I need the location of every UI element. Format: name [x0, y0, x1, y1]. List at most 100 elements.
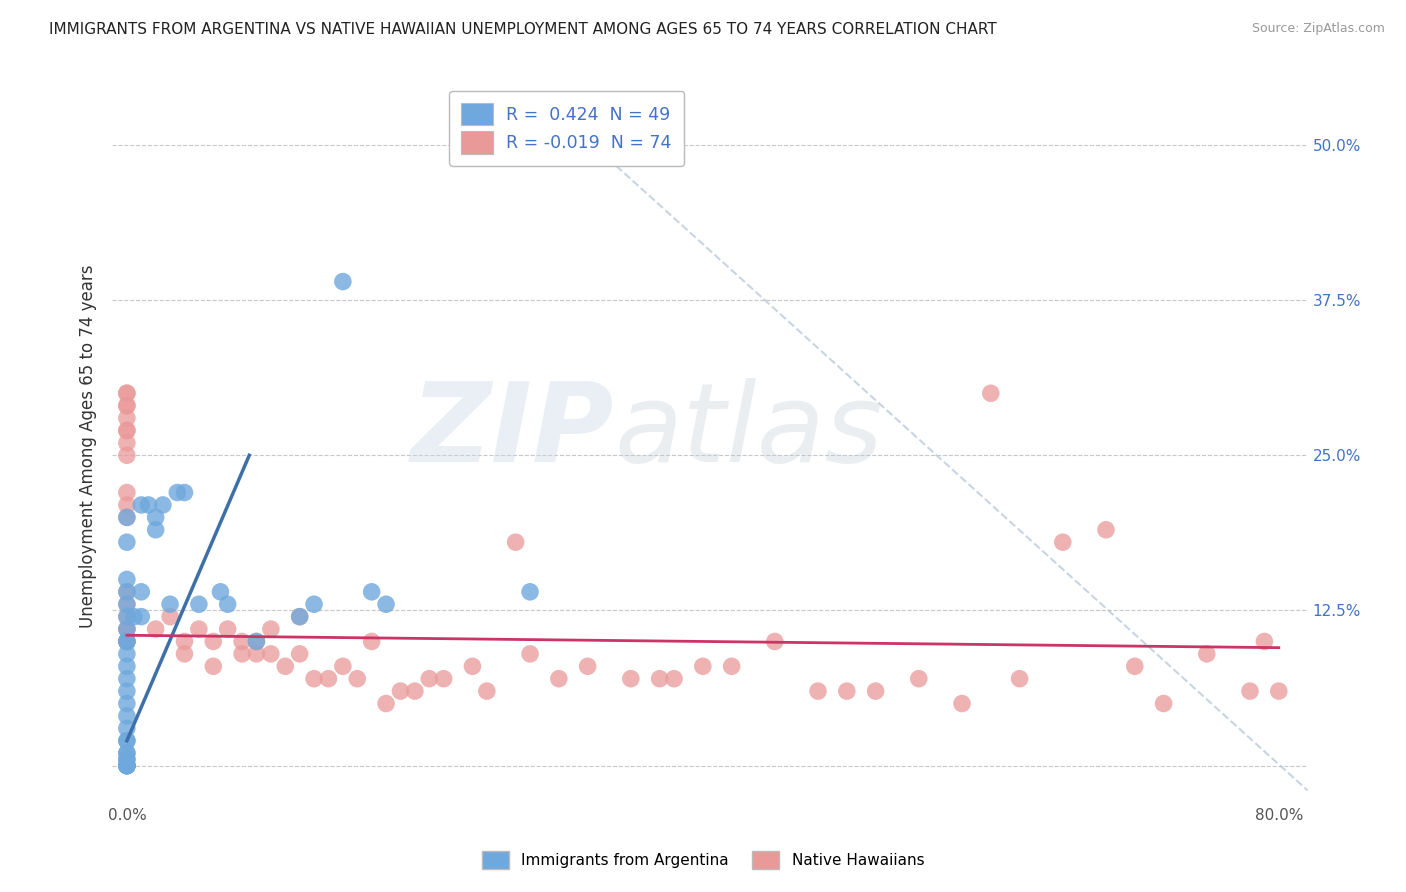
Point	[360, 634, 382, 648]
Point	[115, 386, 138, 401]
Point	[763, 634, 786, 648]
Point	[115, 758, 138, 772]
Point	[115, 758, 138, 772]
Point	[209, 584, 232, 599]
Point	[302, 672, 325, 686]
Point	[505, 535, 527, 549]
Legend: Immigrants from Argentina, Native Hawaiians: Immigrants from Argentina, Native Hawaii…	[475, 845, 931, 875]
Point	[1008, 672, 1031, 686]
Point	[115, 535, 138, 549]
Point	[129, 584, 152, 599]
Point	[950, 697, 973, 711]
Point	[231, 647, 253, 661]
Point	[1052, 535, 1074, 549]
Point	[865, 684, 887, 698]
Point	[173, 485, 195, 500]
Point	[375, 597, 398, 611]
Legend: R =  0.424  N = 49, R = -0.019  N = 74: R = 0.424 N = 49, R = -0.019 N = 74	[449, 91, 685, 166]
Point	[115, 584, 138, 599]
Point	[115, 709, 138, 723]
Point	[907, 672, 929, 686]
Text: IMMIGRANTS FROM ARGENTINA VS NATIVE HAWAIIAN UNEMPLOYMENT AMONG AGES 65 TO 74 YE: IMMIGRANTS FROM ARGENTINA VS NATIVE HAWA…	[49, 22, 997, 37]
Point	[231, 634, 253, 648]
Point	[173, 634, 195, 648]
Text: atlas: atlas	[614, 378, 883, 485]
Point	[115, 498, 138, 512]
Point	[620, 672, 643, 686]
Point	[404, 684, 426, 698]
Point	[547, 672, 569, 686]
Point	[115, 584, 138, 599]
Point	[187, 622, 209, 636]
Point	[115, 597, 138, 611]
Point	[433, 672, 456, 686]
Point	[145, 523, 167, 537]
Point	[202, 659, 225, 673]
Point	[1195, 647, 1218, 661]
Point	[475, 684, 498, 698]
Point	[115, 746, 138, 760]
Point	[1239, 684, 1261, 698]
Point	[115, 746, 138, 760]
Point	[115, 622, 138, 636]
Point	[375, 697, 398, 711]
Point	[288, 647, 311, 661]
Point	[115, 752, 138, 766]
Point	[145, 510, 167, 524]
Point	[115, 634, 138, 648]
Point	[115, 758, 138, 772]
Point	[115, 733, 138, 747]
Point	[115, 722, 138, 736]
Point	[115, 609, 138, 624]
Point	[187, 597, 209, 611]
Point	[115, 510, 138, 524]
Point	[115, 758, 138, 772]
Y-axis label: Unemployment Among Ages 65 to 74 years: Unemployment Among Ages 65 to 74 years	[79, 264, 97, 628]
Point	[115, 733, 138, 747]
Point	[115, 752, 138, 766]
Point	[115, 399, 138, 413]
Point	[115, 758, 138, 772]
Point	[662, 672, 685, 686]
Point	[115, 436, 138, 450]
Point	[332, 659, 354, 673]
Point	[166, 485, 188, 500]
Point	[245, 647, 267, 661]
Point	[1153, 697, 1175, 711]
Point	[115, 634, 138, 648]
Point	[115, 448, 138, 462]
Point	[835, 684, 858, 698]
Point	[202, 634, 225, 648]
Point	[1123, 659, 1146, 673]
Point	[115, 659, 138, 673]
Point	[692, 659, 714, 673]
Point	[245, 634, 267, 648]
Point	[115, 634, 138, 648]
Point	[159, 597, 181, 611]
Point	[217, 597, 239, 611]
Point	[115, 424, 138, 438]
Point	[519, 647, 541, 661]
Point	[115, 399, 138, 413]
Point	[288, 609, 311, 624]
Point	[115, 510, 138, 524]
Point	[318, 672, 340, 686]
Point	[980, 386, 1002, 401]
Point	[461, 659, 484, 673]
Text: ZIP: ZIP	[411, 378, 614, 485]
Point	[152, 498, 174, 512]
Point	[115, 634, 138, 648]
Point	[115, 622, 138, 636]
Point	[115, 684, 138, 698]
Text: Source: ZipAtlas.com: Source: ZipAtlas.com	[1251, 22, 1385, 36]
Point	[173, 647, 195, 661]
Point	[648, 672, 671, 686]
Point	[720, 659, 742, 673]
Point	[138, 498, 160, 512]
Point	[274, 659, 297, 673]
Point	[115, 697, 138, 711]
Point	[122, 609, 145, 624]
Point	[217, 622, 239, 636]
Point	[245, 634, 267, 648]
Point	[115, 597, 138, 611]
